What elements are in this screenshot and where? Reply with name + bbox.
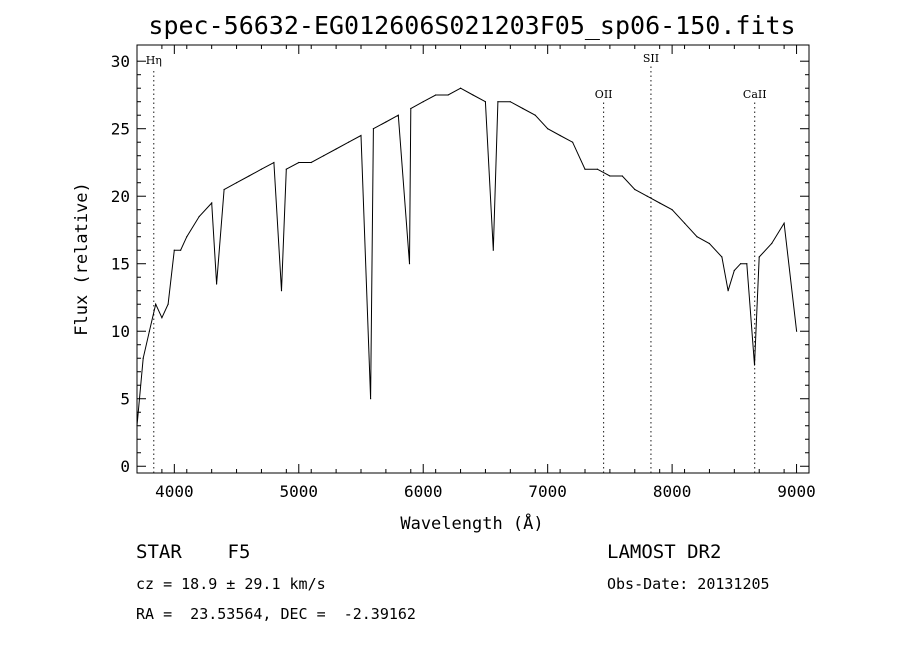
spectrum-point: [180, 249, 182, 251]
annotation-label: Hη: [146, 54, 162, 67]
y-tick-label: 30: [111, 52, 130, 71]
y-tick-label: 0: [120, 457, 130, 476]
spectrum-point: [509, 101, 511, 103]
spectrum-point: [634, 188, 636, 191]
spectrum-point: [684, 222, 686, 224]
y-tick-label: 15: [111, 255, 130, 274]
spectrum-point: [360, 134, 362, 137]
spectrum-point: [460, 87, 462, 89]
spectrum-point: [753, 364, 756, 366]
spectrum-line: [136, 87, 798, 426]
axis-ticks: 4000 5000 6000 7000 8000 9000 0 5 10 15 20 25 30: [111, 45, 816, 501]
spectrum-point: [385, 121, 387, 123]
spectrum-point: [492, 249, 494, 251]
spectrum-point: [472, 94, 474, 96]
spectrum-point: [335, 148, 337, 150]
spectrum-point: [547, 128, 549, 130]
x-tick-label: 5000: [280, 482, 319, 501]
redshift-info: cz = 18.9 ± 29.1 km/s: [136, 575, 326, 593]
spectrum-point: [323, 155, 325, 157]
spectrum-point: [721, 256, 723, 258]
spectrum-point: [758, 256, 760, 258]
spectrum-point: [136, 425, 138, 427]
spectrum-point: [746, 263, 748, 265]
spectrum-point: [142, 357, 144, 359]
spectrum-point: [727, 290, 729, 292]
spectrum-chart: spec-56632-EG012606S021203F05_sp06-150.f…: [72, 11, 816, 534]
x-tick-label: 9000: [777, 482, 816, 501]
spectrum-point: [410, 107, 412, 110]
x-tick-label: 8000: [653, 482, 692, 501]
spectrum-point: [167, 303, 169, 305]
spectrum-point: [572, 141, 574, 143]
spectrum-point: [161, 317, 163, 319]
spectrum-point: [696, 236, 698, 238]
spectrum-point: [422, 101, 424, 103]
spectrum-point: [646, 195, 648, 197]
spectrum-point: [298, 161, 300, 164]
spectrum-point: [372, 128, 374, 130]
spectrum-point: [771, 242, 773, 245]
object-class: STAR F5: [136, 541, 251, 563]
x-tick-label: 4000: [155, 482, 194, 501]
spectrum-point: [609, 175, 611, 177]
spectrum-point: [484, 101, 486, 103]
x-tick-label: 7000: [528, 482, 567, 501]
spectrum-point: [348, 141, 350, 143]
spectrum-point: [522, 107, 524, 110]
spectrum-point: [534, 114, 536, 116]
spectrum-point: [435, 94, 437, 96]
spectrum-point: [783, 222, 785, 224]
observation-date: Obs-Date: 20131205: [607, 575, 770, 593]
y-tick-label: 20: [111, 187, 130, 206]
spectrum-point: [248, 175, 250, 177]
spectrum-point: [559, 134, 561, 137]
spectrum-point: [370, 398, 372, 400]
series-group: [136, 87, 798, 427]
spectrum-point: [211, 202, 213, 204]
spectrum-point: [310, 161, 312, 164]
annotation-label: OII: [595, 88, 613, 101]
spectrum-point: [216, 283, 218, 285]
spectrum-point: [621, 175, 623, 177]
y-tick-label: 5: [120, 390, 130, 409]
spectrum-point: [497, 101, 499, 103]
spectrum-point: [280, 290, 283, 292]
spectrum-point: [186, 236, 188, 238]
annotation-label: CaII: [743, 88, 767, 101]
spectrum-point: [273, 161, 275, 164]
survey-name: LAMOST DR2: [607, 541, 722, 563]
coordinates: RA = 23.53564, DEC = -2.39162: [136, 605, 416, 623]
annotation-lines: [153, 65, 756, 473]
spectrum-point: [198, 215, 200, 218]
spectrum-point: [173, 249, 175, 251]
spectrum-point: [671, 209, 673, 211]
y-tick-label: 25: [111, 120, 130, 139]
spectrum-point: [733, 269, 735, 272]
spectrum-point: [155, 303, 157, 305]
spectrum-point: [708, 242, 711, 245]
spectrum-point: [447, 94, 449, 96]
y-tick-label: 10: [111, 322, 130, 341]
y-axis-label: Flux (relative): [72, 182, 92, 336]
spectrum-point: [659, 202, 661, 204]
annotation-label: SII: [643, 52, 659, 65]
annotation-labels: Hη OII SII CaII: [146, 52, 767, 101]
spectrum-point: [596, 168, 599, 170]
plot-frame: [136, 44, 810, 474]
spectrum-point: [260, 168, 262, 170]
spectrum-point: [796, 330, 798, 332]
spectrum-point: [223, 188, 225, 191]
spectrum-point: [408, 263, 411, 265]
spectrum-point: [740, 263, 742, 265]
spectrum-point: [285, 168, 287, 170]
spectrum-point: [584, 168, 586, 170]
spectrum-point: [397, 114, 399, 116]
spectrum-point: [148, 330, 150, 332]
x-axis-label: Wavelength (Å): [400, 512, 543, 534]
chart-title: spec-56632-EG012606S021203F05_sp06-150.f…: [148, 11, 795, 40]
x-tick-label: 6000: [404, 482, 443, 501]
spectrum-point: [236, 182, 238, 184]
